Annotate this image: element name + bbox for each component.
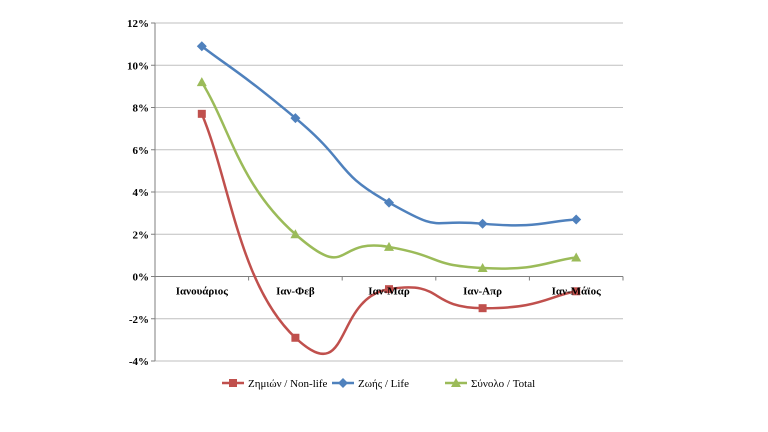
data-point: [384, 241, 394, 251]
data-point: [572, 287, 581, 296]
x-tick-label: Ιαν-Φεβ: [276, 286, 315, 298]
data-point: [196, 77, 207, 87]
data-point: [571, 214, 582, 225]
y-tick-label: 2%: [133, 229, 150, 241]
x-tick-label: Ιαν-Μαρ: [368, 286, 410, 298]
series-2: [196, 77, 582, 273]
y-tick-label: -4%: [129, 356, 149, 368]
y-tick-label: 0%: [133, 272, 150, 284]
data-point: [571, 252, 582, 262]
y-tick-label: 6%: [133, 145, 150, 157]
x-axis-tick-labels: Ιανουάριος Ιαν-Φεβ Ιαν-Μαρ Ιαν-Απρ Ιαν-Μάϊος: [176, 286, 601, 298]
data-point: [197, 109, 206, 118]
legend-swatch-marker: [338, 378, 348, 388]
data-point: [477, 263, 488, 273]
y-tick-label: 12%: [127, 18, 149, 30]
legend: Ζημιών / Non-life Ζωής / Life Σύνολο / Tot…: [222, 378, 535, 390]
legend-label: Σύνολο / Total: [471, 378, 535, 390]
series-0: [197, 109, 581, 355]
legend-label: Ζημιών / Non-life: [248, 378, 327, 390]
gridlines: [151, 22, 623, 362]
axes: [154, 23, 624, 361]
y-tick-label: 10%: [127, 60, 149, 72]
series-line: [200, 113, 577, 355]
data-point: [385, 285, 393, 294]
legend-swatch-marker: [229, 379, 237, 387]
x-tick-label: Ιανουάριος: [176, 286, 228, 298]
data-point: [384, 197, 394, 208]
legend-item: Ζωής / Life: [332, 378, 409, 390]
data-point: [196, 41, 207, 52]
x-tick-label: Ιαν-Απρ: [463, 286, 502, 298]
y-tick-label: 8%: [133, 103, 150, 115]
y-tick-label: 4%: [133, 187, 150, 199]
legend-item: Σύνολο / Total: [445, 378, 535, 390]
data-point: [290, 229, 301, 239]
legend-item: Ζημιών / Non-life: [222, 378, 327, 390]
legend-swatch-marker: [451, 378, 461, 387]
y-tick-label: -2%: [129, 314, 149, 326]
x-tick-label: Ιαν-Μάϊος: [552, 286, 601, 298]
series-lines: [196, 41, 582, 355]
data-point: [478, 304, 487, 313]
data-point: [290, 113, 301, 124]
data-point: [477, 218, 488, 229]
legend-label: Ζωής / Life: [358, 378, 409, 390]
series-line: [200, 81, 577, 270]
series-1: [196, 41, 582, 229]
y-axis-tick-labels: -4% -2% 0% 2% 4% 6% 8% 10% 12%: [127, 18, 149, 368]
data-point: [291, 333, 300, 342]
